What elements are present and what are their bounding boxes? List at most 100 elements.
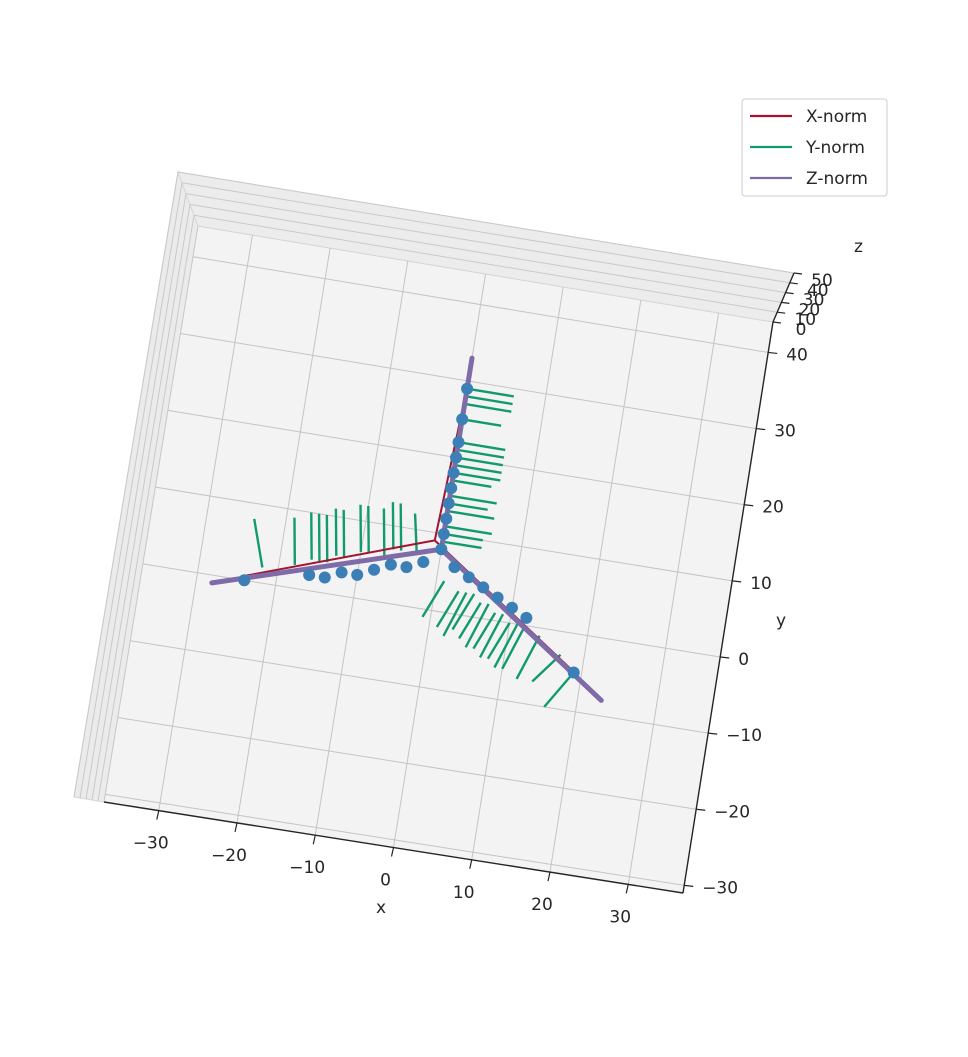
y-tick-label: 40 xyxy=(786,345,808,365)
joint-marker xyxy=(384,558,397,571)
y-tick-label: 0 xyxy=(738,650,749,670)
z-tick-mark xyxy=(789,282,798,285)
joint-marker xyxy=(447,466,460,479)
y-norm-vector xyxy=(466,387,514,398)
left-pane-depth-line xyxy=(97,215,195,802)
joint-marker xyxy=(351,568,364,581)
joint-marker xyxy=(448,561,461,574)
x-ticks: −30 −20 −10 0 10 20 30 xyxy=(133,810,631,927)
z-tick-mark xyxy=(772,321,782,324)
depth-gridlines xyxy=(73,171,795,802)
x-gridline xyxy=(471,286,564,860)
z-axis-line xyxy=(772,272,795,323)
x-tick-label: −10 xyxy=(289,858,325,878)
joint-marker xyxy=(437,527,450,540)
y-norm-vector xyxy=(472,612,497,650)
x-tick-label: 30 xyxy=(609,907,631,927)
y-norm-vector xyxy=(443,532,483,542)
joint-marker xyxy=(435,543,448,556)
y-tick-mark xyxy=(756,427,766,431)
left-pane-depth-line xyxy=(85,193,187,800)
joint-marker xyxy=(335,566,348,579)
legend: X-norm Y-norm Z-norm xyxy=(741,98,888,197)
y-norm-vector xyxy=(442,540,482,550)
top-pane-depth-line xyxy=(193,214,778,313)
legend-label-x-norm: X-norm xyxy=(806,107,867,127)
y-gridline xyxy=(192,256,769,353)
y-tick-label: −30 xyxy=(702,878,738,898)
joint-marker xyxy=(318,571,331,584)
x-tick-label: 10 xyxy=(453,883,475,903)
y-norm-vector xyxy=(461,418,502,427)
y-norm-vector xyxy=(435,590,460,628)
joint-marker xyxy=(452,436,465,449)
y-tick-label: −20 xyxy=(714,802,750,822)
x-gridline xyxy=(549,299,642,873)
z-tick-mark xyxy=(785,292,794,295)
y-norm-vector xyxy=(543,671,575,708)
left-pane-depth-line xyxy=(79,182,183,799)
top-pane-depth-line xyxy=(177,171,795,274)
y-norm-vector xyxy=(458,602,482,640)
z-tick-mark xyxy=(793,272,803,275)
x-tick-mark xyxy=(390,847,395,857)
y-norm-vector xyxy=(465,395,513,406)
y-norm-vector xyxy=(501,624,527,670)
x-tick-mark xyxy=(469,859,473,869)
top-pane-depth-line xyxy=(181,182,790,284)
z-tick-mark xyxy=(777,311,786,314)
x-tick-mark xyxy=(547,871,551,882)
y-tick-mark xyxy=(720,656,730,659)
plot-area xyxy=(209,355,604,708)
joint-marker xyxy=(445,482,458,495)
x-tick-label: −20 xyxy=(211,846,247,866)
left-pane-depth-line xyxy=(91,204,191,801)
y-axis-label: y xyxy=(776,611,786,631)
z-tick-label: 0 xyxy=(796,320,807,340)
z-tick-label: 40 xyxy=(807,281,829,301)
joint-marker xyxy=(238,574,251,587)
y-norm-vector xyxy=(453,471,501,482)
z-tick-mark xyxy=(781,301,790,304)
x-norm-line xyxy=(246,539,435,577)
y-tick-mark xyxy=(732,580,742,583)
y-norm-vector xyxy=(464,402,512,413)
joint-marker xyxy=(567,666,580,679)
y-tick-mark xyxy=(744,504,754,507)
y-tick-mark xyxy=(708,732,718,735)
joint-marker xyxy=(462,571,475,584)
z-tick-label: 30 xyxy=(803,291,825,311)
joint-marker xyxy=(477,581,490,594)
y-norm-vector xyxy=(451,593,476,631)
legend-box xyxy=(741,98,888,197)
back-pane xyxy=(103,225,774,894)
y-tick-mark xyxy=(696,808,706,811)
top-pane-depth-line xyxy=(185,193,786,294)
x-tick-label: 0 xyxy=(380,871,391,891)
y-norm-vector xyxy=(515,635,541,680)
y-norm-vector xyxy=(457,448,505,459)
z-axis-label: z xyxy=(854,237,863,257)
y-norm-vector xyxy=(444,525,492,536)
y-norm-vector xyxy=(253,518,264,568)
y-norm-vector xyxy=(454,463,502,474)
z-tick-label: 20 xyxy=(799,300,821,320)
z-tick-label: 10 xyxy=(794,310,816,330)
x-gridline xyxy=(627,312,720,885)
joint-marker xyxy=(417,556,430,569)
y-norm-vector xyxy=(464,603,490,648)
x-tick-mark xyxy=(234,822,238,833)
y-ticks: −30 −20 −10 0 10 20 30 40 xyxy=(684,345,808,898)
y-tick-label: 30 xyxy=(774,422,796,442)
y-norm-vector xyxy=(442,591,468,637)
joint-marker xyxy=(368,563,381,576)
legend-label-y-norm: Y-norm xyxy=(805,138,865,158)
y-tick-mark xyxy=(768,351,778,355)
y-norm-vector xyxy=(452,479,492,489)
x-tick-label: 20 xyxy=(531,895,553,915)
x-axis-label: x xyxy=(376,898,386,918)
y-norm-vector xyxy=(421,580,446,618)
joint-marker xyxy=(505,601,518,614)
